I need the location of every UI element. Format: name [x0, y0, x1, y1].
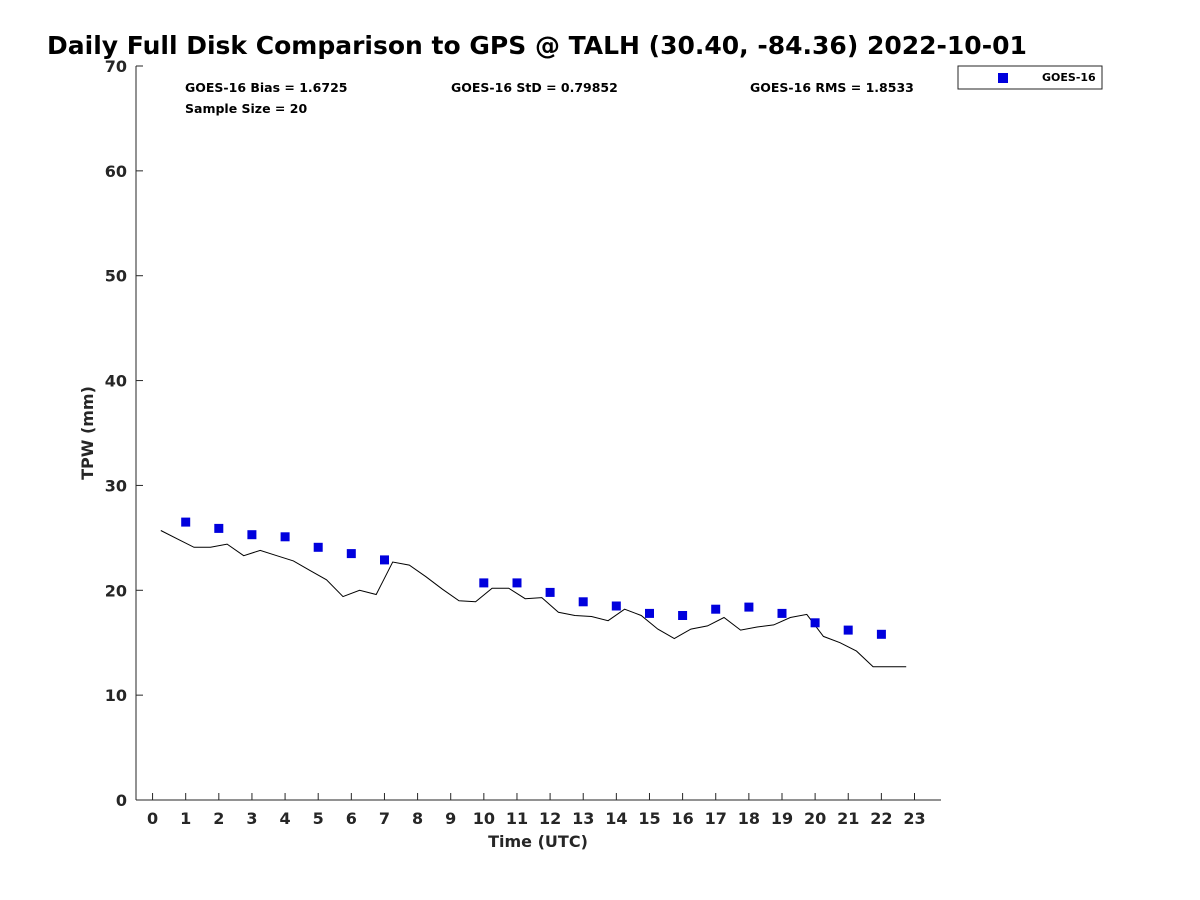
x-tick-label: 6	[346, 809, 357, 828]
y-tick-label: 30	[105, 476, 127, 495]
goes16-point	[280, 532, 290, 542]
legend-box	[957, 65, 1103, 90]
x-tick-label: 19	[771, 809, 793, 828]
goes16-point	[545, 587, 555, 597]
goes16-point	[876, 629, 886, 639]
x-tick-label: 12	[539, 809, 561, 828]
x-tick-label: 18	[738, 809, 760, 828]
y-tick-label: 0	[116, 791, 127, 810]
goes16-point	[313, 542, 323, 552]
goes16-point	[744, 602, 754, 612]
x-tick-label: 17	[705, 809, 727, 828]
legend-marker	[998, 73, 1008, 83]
x-tick-label: 3	[246, 809, 257, 828]
y-tick-label: 10	[105, 686, 127, 705]
x-tick-label: 15	[638, 809, 660, 828]
axes	[135, 66, 941, 801]
x-tick-label: 13	[572, 809, 594, 828]
goes16-point	[711, 604, 721, 614]
bias-stat: GOES-16 Bias = 1.6725	[185, 80, 347, 95]
sample-size-stat: Sample Size = 20	[185, 101, 307, 116]
x-tick-label: 10	[473, 809, 495, 828]
x-tick-label: 7	[379, 809, 390, 828]
goes16-point	[346, 549, 356, 559]
goes16-point	[380, 555, 389, 565]
x-tick-label: 8	[412, 809, 423, 828]
gps-line-series	[160, 530, 907, 668]
x-tick-label: 14	[605, 809, 627, 828]
x-tick-label: 21	[837, 809, 859, 828]
goes16-point	[479, 578, 489, 588]
goes16-point	[247, 530, 257, 540]
rms-stat: GOES-16 RMS = 1.8533	[750, 80, 914, 95]
goes16-point	[181, 517, 191, 527]
goes16-point	[645, 608, 654, 618]
goes16-point	[843, 625, 853, 635]
y-tick-label: 20	[105, 581, 127, 600]
y-tick-label: 50	[105, 267, 127, 286]
x-tick-label: 2	[213, 809, 224, 828]
legend-label: GOES-16	[1042, 71, 1096, 84]
y-axis-label: TPW (mm)	[78, 386, 97, 480]
y-tick-label: 40	[105, 372, 127, 391]
goes16-point	[214, 523, 224, 533]
goes16-point	[611, 601, 621, 611]
legend: GOES-16	[957, 65, 1103, 90]
goes16-scatter-series	[181, 517, 886, 639]
x-tick-label: 5	[313, 809, 324, 828]
x-tick-label: 22	[870, 809, 892, 828]
goes16-point	[578, 597, 588, 607]
goes16-point	[810, 618, 820, 628]
y-tick-label: 60	[105, 162, 127, 181]
x-tick-label: 1	[180, 809, 191, 828]
x-ticks: 0 1 2 3 4 5 6 7 8 9 10 11 12 13 14 15 16 17 18 19 20 21 22 23	[147, 793, 926, 828]
goes16-point	[512, 578, 522, 588]
std-stat: GOES-16 StD = 0.79852	[451, 80, 618, 95]
x-tick-label: 0	[147, 809, 158, 828]
x-tick-label: 9	[445, 809, 456, 828]
x-axis-label: Time (UTC)	[488, 832, 588, 851]
y-tick-label: 70	[105, 57, 127, 76]
goes16-point	[678, 611, 688, 620]
x-tick-label: 4	[280, 809, 291, 828]
y-ticks: 0 10 20 30 40 50 60 70	[105, 57, 143, 810]
gps-line	[160, 530, 907, 668]
chart-title: Daily Full Disk Comparison to GPS @ TALH…	[47, 31, 1027, 60]
x-tick-label: 16	[671, 809, 693, 828]
x-tick-label: 20	[804, 809, 826, 828]
x-tick-label: 11	[506, 809, 528, 828]
goes16-point	[777, 608, 787, 618]
x-tick-label: 23	[903, 809, 925, 828]
